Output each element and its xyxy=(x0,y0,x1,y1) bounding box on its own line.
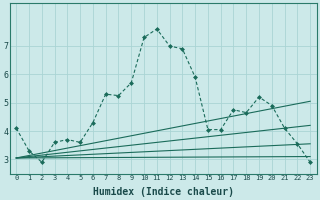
X-axis label: Humidex (Indice chaleur): Humidex (Indice chaleur) xyxy=(93,186,234,197)
